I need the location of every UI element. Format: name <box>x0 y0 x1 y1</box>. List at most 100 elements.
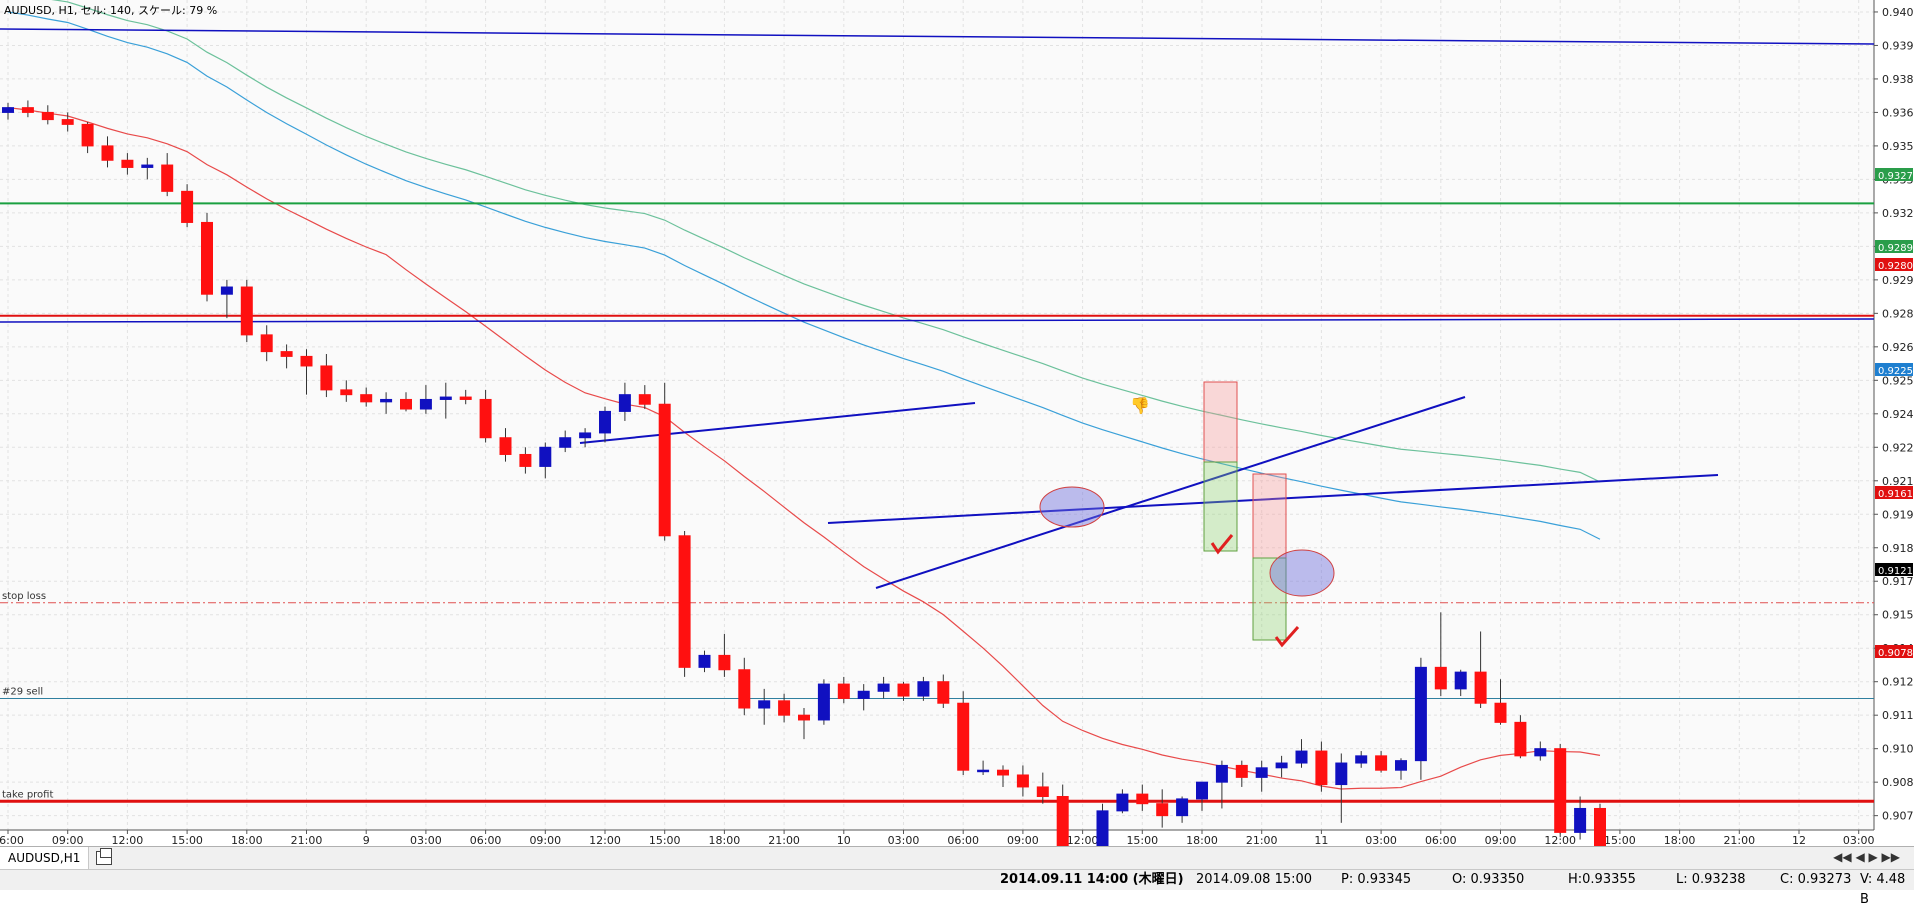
candle[interactable] <box>1255 760 1268 792</box>
candle[interactable] <box>1036 772 1049 804</box>
candle[interactable] <box>220 279 233 319</box>
candle[interactable] <box>201 212 213 302</box>
candle[interactable] <box>1315 741 1328 792</box>
candle[interactable] <box>638 385 651 410</box>
candle[interactable] <box>360 387 373 407</box>
candle[interactable] <box>778 693 791 723</box>
candle-body <box>1056 796 1069 846</box>
candle[interactable] <box>499 428 512 462</box>
candle[interactable] <box>1275 755 1288 778</box>
candle[interactable] <box>1574 796 1587 840</box>
candle[interactable] <box>41 105 54 125</box>
candle[interactable] <box>678 531 691 677</box>
candle[interactable] <box>599 406 611 443</box>
candle[interactable] <box>81 121 94 154</box>
candle[interactable] <box>479 389 492 443</box>
candle[interactable] <box>320 354 333 398</box>
window-icon[interactable] <box>96 848 112 865</box>
candle[interactable] <box>121 153 134 175</box>
candle[interactable] <box>1235 760 1248 787</box>
trend-line[interactable] <box>0 28 1875 45</box>
tab-nav-buttons[interactable]: ◀◀ ◀ ▶ ▶▶ <box>1833 850 1900 864</box>
candle[interactable] <box>1395 758 1407 780</box>
candle[interactable] <box>937 674 950 709</box>
candle[interactable] <box>1375 751 1388 773</box>
candle[interactable] <box>101 136 114 168</box>
trend-line[interactable] <box>875 396 1466 589</box>
candle[interactable] <box>260 325 273 362</box>
candle[interactable] <box>161 153 174 197</box>
candle[interactable] <box>439 382 452 419</box>
candle-body <box>658 403 671 537</box>
candle[interactable] <box>1355 751 1368 768</box>
candle[interactable] <box>559 430 572 453</box>
candle[interactable] <box>1454 669 1467 697</box>
time-tick-label: 21:00 <box>1246 834 1278 846</box>
candle[interactable] <box>1434 612 1447 697</box>
trend-line[interactable] <box>827 474 1719 524</box>
candle[interactable] <box>519 447 532 474</box>
candle[interactable] <box>21 100 34 118</box>
candle[interactable] <box>2 102 14 120</box>
candle[interactable] <box>280 344 293 369</box>
candle[interactable] <box>1116 789 1129 814</box>
candle[interactable] <box>1554 743 1567 838</box>
candle[interactable] <box>579 428 592 448</box>
candle[interactable] <box>1494 679 1507 725</box>
candle[interactable] <box>141 157 154 180</box>
price-tick-label: 0.92680 <box>1882 341 1914 354</box>
candle[interactable] <box>877 676 890 699</box>
candle[interactable] <box>977 760 990 775</box>
trend-line[interactable] <box>0 318 1875 323</box>
candle[interactable] <box>539 442 552 479</box>
candle[interactable] <box>181 184 194 228</box>
candle-body <box>161 164 174 192</box>
candle[interactable] <box>1196 781 1208 811</box>
moving-average-green <box>51 0 1601 483</box>
candle-body <box>141 164 154 168</box>
candle[interactable] <box>1295 739 1308 768</box>
trend-line[interactable] <box>579 402 976 444</box>
price-chart[interactable]: 0.940800.939400.938000.936600.935200.933… <box>0 0 1914 846</box>
candle[interactable] <box>1136 784 1149 811</box>
candle[interactable] <box>300 349 313 395</box>
candle[interactable] <box>837 676 850 704</box>
candle[interactable] <box>798 708 810 740</box>
candle[interactable] <box>61 112 74 132</box>
candle[interactable] <box>917 676 930 701</box>
candle[interactable] <box>957 691 970 775</box>
candle[interactable] <box>240 279 253 343</box>
candle[interactable] <box>1534 741 1547 761</box>
candle-body <box>539 446 552 467</box>
candle[interactable] <box>1096 803 1109 846</box>
candle[interactable] <box>758 688 771 725</box>
candle[interactable] <box>400 392 412 412</box>
candle[interactable] <box>618 382 631 421</box>
candle-body <box>1534 748 1547 757</box>
candle[interactable] <box>1156 789 1169 828</box>
candle[interactable] <box>1414 657 1427 780</box>
candle[interactable] <box>738 657 751 716</box>
candle[interactable] <box>698 650 711 673</box>
tab-audusd-h1[interactable]: AUDUSD,H1 <box>0 847 90 869</box>
candle[interactable] <box>1215 760 1228 809</box>
candle[interactable] <box>1594 803 1606 846</box>
candle[interactable] <box>380 392 393 414</box>
candle[interactable] <box>718 633 731 677</box>
candle[interactable] <box>857 684 870 711</box>
candle[interactable] <box>997 765 1009 787</box>
candle[interactable] <box>1056 784 1069 846</box>
candle[interactable] <box>340 380 353 402</box>
price-label-text: 0.92256 <box>1878 366 1914 377</box>
candle[interactable] <box>1176 796 1189 823</box>
candle[interactable] <box>817 679 830 725</box>
candle[interactable] <box>1474 631 1487 709</box>
candle[interactable] <box>897 681 910 701</box>
candle[interactable] <box>1335 753 1348 823</box>
candle[interactable] <box>459 389 472 405</box>
candle[interactable] <box>1016 765 1029 797</box>
candle[interactable] <box>1514 715 1527 759</box>
candle[interactable] <box>419 385 432 414</box>
candle[interactable] <box>658 382 671 541</box>
candle-body <box>1255 767 1268 778</box>
